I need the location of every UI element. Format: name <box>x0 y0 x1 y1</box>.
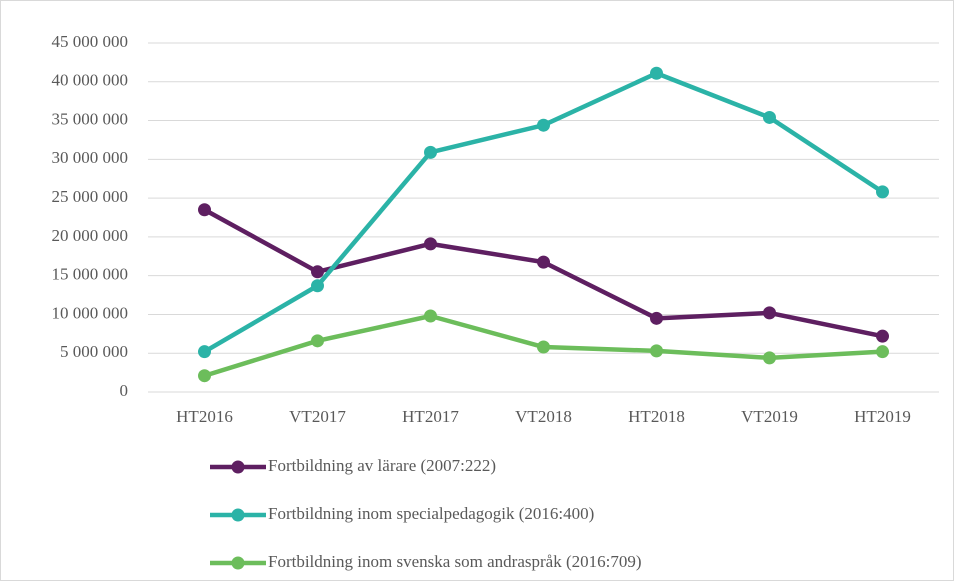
x-tick-label: HT2017 <box>402 407 459 426</box>
x-tick-label: VT2017 <box>289 407 346 426</box>
x-tick-label: HT2019 <box>854 407 911 426</box>
data-point <box>876 329 889 343</box>
legend-marker <box>231 460 245 474</box>
legend-label: Fortbildning av lärare (2007:222) <box>268 456 496 475</box>
data-point <box>424 145 437 159</box>
y-tick-label: 10 000 000 <box>52 303 129 322</box>
x-tick-label: HT2016 <box>176 407 233 426</box>
data-point <box>650 311 663 325</box>
x-tick-label: VT2019 <box>741 407 798 426</box>
data-point <box>650 344 663 358</box>
data-point <box>537 118 550 132</box>
data-point <box>763 351 776 365</box>
y-tick-label: 40 000 000 <box>52 71 129 90</box>
data-point <box>424 309 437 323</box>
y-tick-label: 25 000 000 <box>52 187 129 206</box>
data-point <box>311 334 324 348</box>
data-point <box>424 237 437 251</box>
data-point <box>876 345 889 359</box>
data-point <box>198 345 211 359</box>
y-tick-label: 35 000 000 <box>52 109 129 128</box>
y-tick-label: 5 000 000 <box>60 342 128 361</box>
data-point <box>311 265 324 279</box>
y-tick-label: 20 000 000 <box>52 226 129 245</box>
x-tick-label: HT2018 <box>628 407 685 426</box>
y-tick-label: 45 000 000 <box>52 32 129 51</box>
data-point <box>876 185 889 199</box>
legend-marker <box>231 556 245 570</box>
y-tick-label: 30 000 000 <box>52 148 129 167</box>
data-point <box>537 340 550 354</box>
data-point <box>311 279 324 293</box>
x-tick-label: VT2018 <box>515 407 572 426</box>
data-point <box>537 255 550 269</box>
legend-label: Fortbildning inom specialpedagogik (2016… <box>268 504 594 523</box>
legend-marker <box>231 508 245 522</box>
y-tick-label: 0 <box>120 381 129 400</box>
y-tick-label: 15 000 000 <box>52 265 129 284</box>
legend-label: Fortbildning inom svenska som andraspråk… <box>268 552 642 571</box>
data-point <box>650 66 663 80</box>
data-point <box>763 110 776 124</box>
data-point <box>763 306 776 320</box>
data-point <box>198 369 211 383</box>
data-point <box>198 203 211 217</box>
